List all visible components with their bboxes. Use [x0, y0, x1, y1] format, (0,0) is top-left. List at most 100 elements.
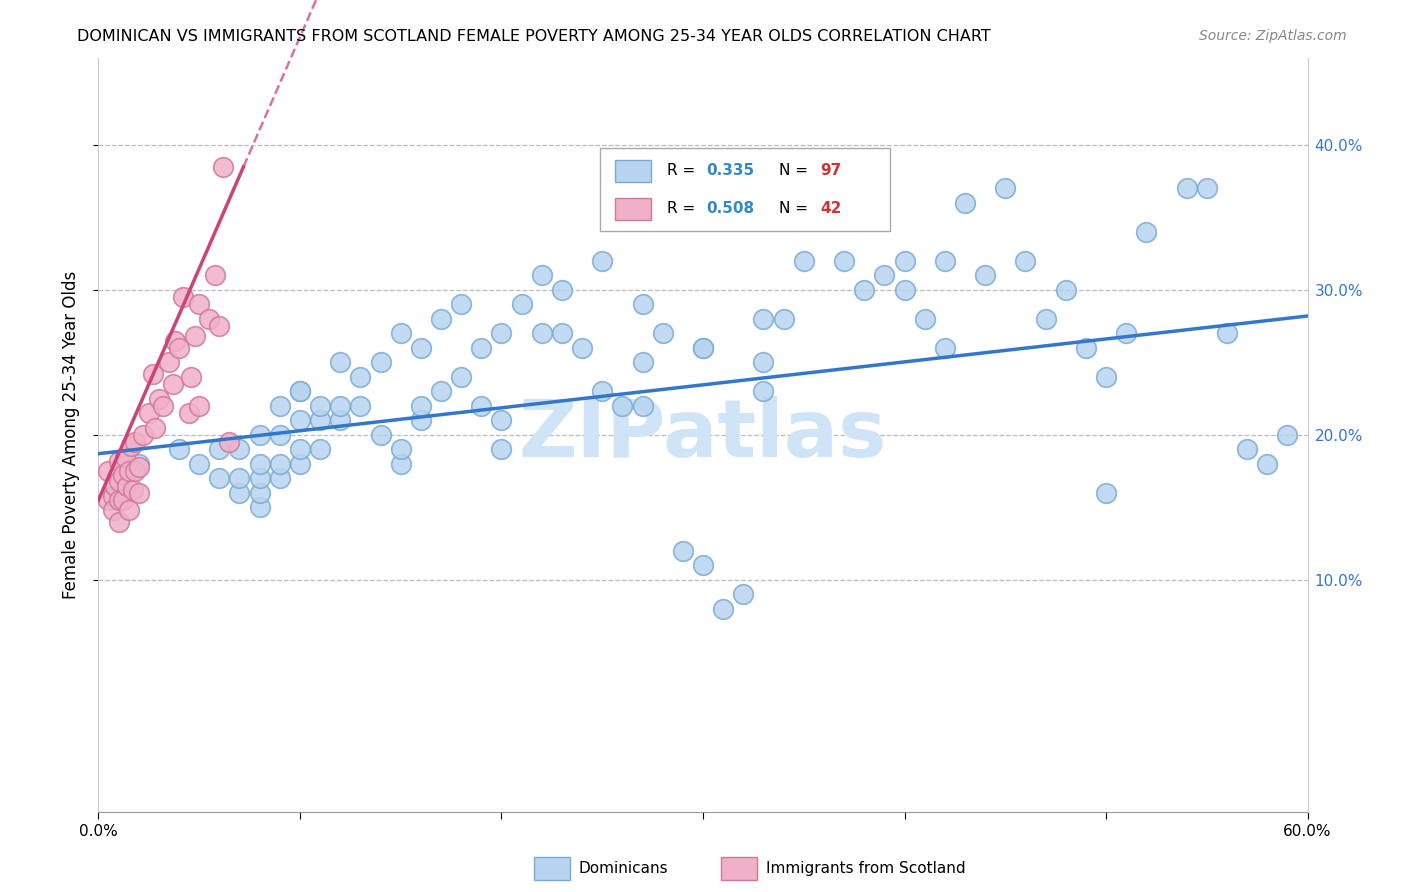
Point	[180, 369, 202, 384]
Bar	[614, 160, 651, 182]
Point	[309, 413, 332, 427]
Point	[692, 341, 714, 355]
Point	[249, 457, 271, 471]
Point	[1135, 225, 1157, 239]
Point	[249, 428, 271, 442]
Point	[631, 399, 654, 413]
Point	[132, 428, 155, 442]
Point	[167, 341, 190, 355]
Point	[711, 602, 734, 616]
Bar	[614, 198, 651, 220]
Text: 0.508: 0.508	[707, 202, 755, 217]
Point	[510, 297, 533, 311]
Point	[1175, 181, 1198, 195]
Point	[974, 268, 997, 283]
Point	[188, 457, 211, 471]
Point	[1236, 442, 1258, 457]
Point	[198, 312, 221, 326]
Point	[172, 290, 194, 304]
Text: N =: N =	[779, 163, 813, 178]
Point	[288, 413, 311, 427]
Point	[107, 475, 129, 489]
Point	[1035, 312, 1057, 326]
Point	[530, 268, 553, 283]
Point	[97, 464, 120, 478]
Point	[101, 489, 124, 503]
Text: Dominicans: Dominicans	[578, 861, 668, 876]
Point	[142, 367, 165, 381]
Point	[389, 326, 412, 341]
Point	[491, 413, 513, 427]
Point	[249, 471, 271, 485]
Point	[692, 558, 714, 573]
Point	[124, 435, 146, 450]
Point	[269, 471, 291, 485]
Point	[107, 493, 129, 508]
Point	[551, 326, 574, 341]
Point	[1095, 485, 1118, 500]
Text: 42: 42	[820, 202, 842, 217]
Point	[772, 312, 794, 326]
Point	[914, 312, 936, 326]
Point	[591, 253, 613, 268]
Point	[208, 471, 231, 485]
Point	[994, 181, 1017, 195]
Point	[1277, 428, 1299, 442]
Point	[107, 454, 129, 468]
Point	[288, 442, 311, 457]
Bar	[721, 857, 758, 880]
Point	[212, 160, 235, 174]
Point	[349, 369, 371, 384]
Point	[832, 253, 855, 268]
Point	[530, 326, 553, 341]
Point	[288, 384, 311, 399]
Point	[249, 500, 271, 515]
Point	[288, 457, 311, 471]
Point	[450, 297, 472, 311]
Point	[121, 483, 143, 497]
Point	[128, 459, 150, 474]
Point	[162, 377, 184, 392]
Point	[409, 399, 432, 413]
Text: R =: R =	[666, 163, 700, 178]
Point	[204, 268, 226, 283]
Point	[143, 420, 166, 434]
Point	[631, 355, 654, 369]
Point	[228, 485, 250, 500]
Point	[111, 493, 134, 508]
Point	[873, 268, 896, 283]
Point	[329, 355, 352, 369]
Point	[309, 399, 332, 413]
Point	[752, 355, 775, 369]
Text: ZIPatlas: ZIPatlas	[519, 396, 887, 474]
Text: N =: N =	[779, 202, 813, 217]
Point	[430, 384, 453, 399]
Point	[672, 544, 695, 558]
Point	[370, 355, 392, 369]
Point	[389, 442, 412, 457]
Point	[692, 341, 714, 355]
Point	[470, 399, 492, 413]
Point	[107, 515, 129, 529]
Bar	[534, 857, 569, 880]
Point	[152, 399, 174, 413]
Point	[269, 457, 291, 471]
Point	[114, 450, 136, 464]
Point	[793, 253, 815, 268]
Point	[128, 485, 150, 500]
Text: R =: R =	[666, 202, 700, 217]
Point	[1095, 369, 1118, 384]
Point	[491, 442, 513, 457]
Point	[118, 464, 141, 478]
Point	[813, 153, 835, 167]
Point	[138, 406, 160, 420]
FancyBboxPatch shape	[600, 148, 890, 231]
Point	[163, 334, 186, 348]
Point	[853, 283, 876, 297]
Point	[1195, 181, 1218, 195]
Point	[389, 457, 412, 471]
Point	[612, 399, 634, 413]
Point	[228, 442, 250, 457]
Point	[430, 312, 453, 326]
Point	[450, 369, 472, 384]
